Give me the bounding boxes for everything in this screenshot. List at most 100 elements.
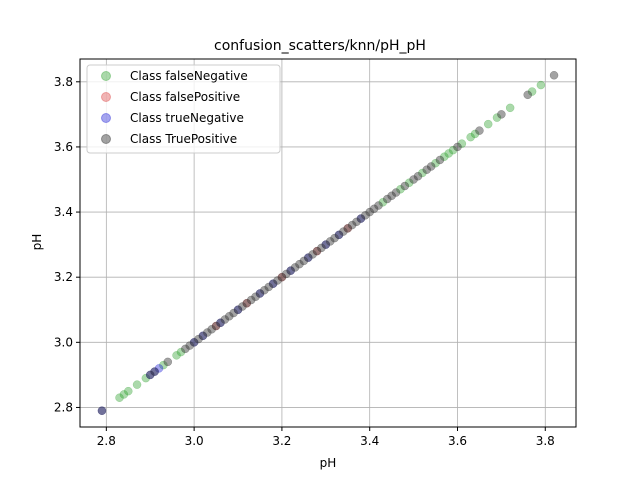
- point-true-positive: [185, 341, 194, 350]
- point-false-negative: [448, 145, 458, 155]
- legend-label: Class TruePositive: [130, 132, 237, 146]
- point-true-positive: [273, 276, 282, 285]
- point-true-positive: [198, 331, 208, 341]
- point-true-positive: [207, 325, 216, 334]
- legend-marker: [101, 113, 111, 123]
- y-tick-label: 3.2: [54, 270, 73, 284]
- point-true-positive: [343, 224, 353, 233]
- y-tick-label: 3.8: [54, 75, 73, 89]
- x-tick-label: 2.8: [97, 434, 116, 448]
- point-true-positive: [334, 230, 344, 240]
- point-false-negative: [527, 87, 537, 96]
- point-true-positive: [211, 321, 221, 331]
- point-true-negative: [233, 305, 243, 315]
- legend: Class falseNegative Class falsePositive Cl…: [86, 64, 281, 154]
- plot-frame: [79, 58, 577, 428]
- grid: [80, 59, 576, 427]
- legend-marker: [101, 71, 111, 81]
- point-true-positive: [203, 328, 212, 337]
- point-true-positive: [453, 142, 462, 152]
- point-false-negative: [115, 393, 124, 402]
- point-true-positive: [317, 243, 326, 253]
- point-true-negative: [97, 406, 107, 415]
- point-true-positive: [290, 263, 300, 272]
- point-true-negative: [150, 367, 159, 376]
- point-true-positive: [268, 279, 278, 288]
- point-true-positive: [330, 233, 339, 243]
- y-tick-label: 3.6: [54, 140, 73, 154]
- point-false-negative: [431, 158, 440, 168]
- point-false-negative: [124, 386, 133, 396]
- point-false-negative: [492, 113, 502, 122]
- point-true-positive: [409, 175, 418, 184]
- point-true-positive: [387, 191, 396, 201]
- point-true-negative: [216, 318, 225, 328]
- chart-title: confusion_scatters/knn/pH_pH: [214, 38, 426, 54]
- point-true-positive: [321, 240, 331, 249]
- point-true-positive: [286, 266, 295, 275]
- point-true-positive: [391, 188, 401, 197]
- point-true-positive: [260, 285, 269, 295]
- x-tick-label: 3.6: [448, 434, 467, 448]
- point-true-positive: [145, 370, 155, 380]
- point-true-positive: [303, 253, 313, 262]
- point-true-negative: [356, 214, 366, 223]
- point-true-positive: [383, 194, 392, 204]
- point-true-positive: [374, 201, 383, 210]
- point-false-negative: [172, 351, 181, 360]
- legend-label: Class falsePositive: [130, 90, 240, 104]
- legend-marker: [101, 134, 111, 144]
- point-true-positive: [308, 250, 317, 259]
- point-false-negative: [141, 373, 151, 383]
- y-tick-label: 3.0: [54, 335, 73, 349]
- point-false-positive: [211, 321, 221, 331]
- x-tick-label: 3.8: [536, 434, 555, 448]
- point-false-negative: [483, 119, 493, 129]
- point-true-positive: [426, 162, 436, 171]
- point-false-negative: [444, 149, 453, 158]
- point-false-negative: [119, 390, 129, 399]
- point-true-positive: [352, 217, 361, 227]
- legend-marker: [101, 92, 111, 102]
- point-true-positive: [369, 204, 379, 214]
- legend-label: Class trueNegative: [130, 111, 244, 125]
- point-true-positive: [264, 282, 273, 292]
- point-true-positive: [549, 71, 559, 80]
- point-true-positive: [365, 207, 374, 217]
- point-true-negative: [198, 331, 208, 341]
- point-true-positive: [497, 110, 506, 119]
- point-false-negative: [470, 129, 480, 139]
- point-false-negative: [176, 347, 186, 357]
- point-true-positive: [325, 237, 335, 246]
- point-false-positive: [312, 246, 322, 256]
- point-true-positive: [282, 269, 291, 279]
- x-tick-label: 3.0: [185, 434, 204, 448]
- point-true-negative: [303, 253, 313, 262]
- point-true-positive: [312, 246, 322, 256]
- point-true-positive: [238, 302, 247, 311]
- point-true-positive: [224, 312, 234, 321]
- point-false-negative: [536, 80, 546, 90]
- point-true-positive: [475, 126, 484, 135]
- point-true-positive: [277, 272, 287, 282]
- point-false-negative: [505, 103, 515, 113]
- point-true-positive: [97, 406, 107, 415]
- legend-box: [86, 64, 281, 154]
- point-true-negative: [255, 289, 265, 298]
- point-false-negative: [132, 380, 142, 389]
- point-true-positive: [413, 171, 423, 181]
- point-true-negative: [334, 230, 344, 240]
- y-axis-label: pH: [30, 234, 44, 251]
- y-tick-label: 2.8: [54, 400, 73, 414]
- point-true-positive: [216, 318, 225, 328]
- point-true-negative: [286, 266, 295, 275]
- point-true-positive: [347, 220, 357, 230]
- point-true-positive: [189, 338, 199, 347]
- point-true-positive: [299, 256, 309, 266]
- point-true-positive: [150, 367, 159, 376]
- point-true-positive: [255, 289, 265, 298]
- y-tick-label: 3.4: [54, 205, 73, 219]
- point-true-positive: [422, 165, 432, 174]
- point-false-negative: [457, 139, 467, 148]
